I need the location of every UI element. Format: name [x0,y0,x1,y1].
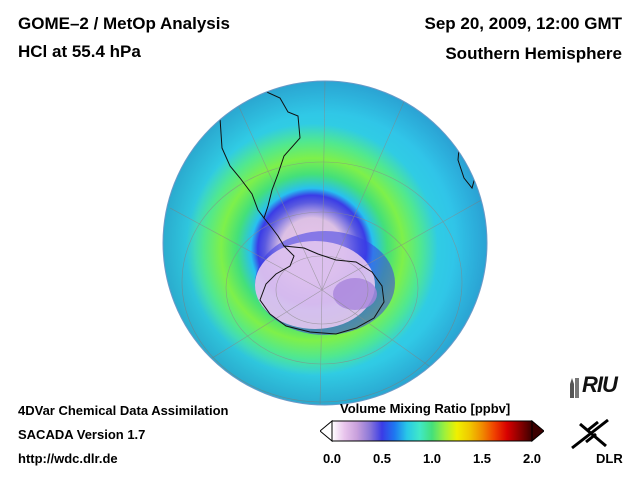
dlr-logo-icon [571,418,609,450]
footer-url[interactable]: http://wdc.dlr.de [18,451,118,466]
footer-method: 4DVar Chemical Data Assimilation [18,403,229,418]
globe-shading [163,81,487,405]
riu-logo-icon [570,378,579,398]
colorbar-title: Volume Mixing Ratio [ppbv] [340,401,511,416]
title-hemisphere: Southern Hemisphere [445,44,622,63]
colorbar-tick: 2.0 [522,451,542,466]
colorbar-gradient [331,420,533,442]
title-species: HCl at 55.4 hPa [18,42,141,61]
footer-version: SACADA Version 1.7 [18,427,146,442]
globe-limb [162,80,488,406]
dlr-logo-text: DLR [596,451,623,466]
riu-logo-text: RIU [582,372,618,397]
colorbar-tick: 1.5 [472,451,492,466]
colorbar-tick: 0.0 [322,451,342,466]
colorbar-low-arrow [320,420,333,442]
colorbar-high-arrow [531,420,544,442]
title-datetime: Sep 20, 2009, 12:00 GMT [424,14,623,33]
globe-map [162,80,488,406]
title-analysis: GOME–2 / MetOp Analysis [18,14,230,33]
colorbar-tick: 0.5 [372,451,392,466]
colorbar [320,420,544,442]
colorbar-tick: 1.0 [422,451,442,466]
